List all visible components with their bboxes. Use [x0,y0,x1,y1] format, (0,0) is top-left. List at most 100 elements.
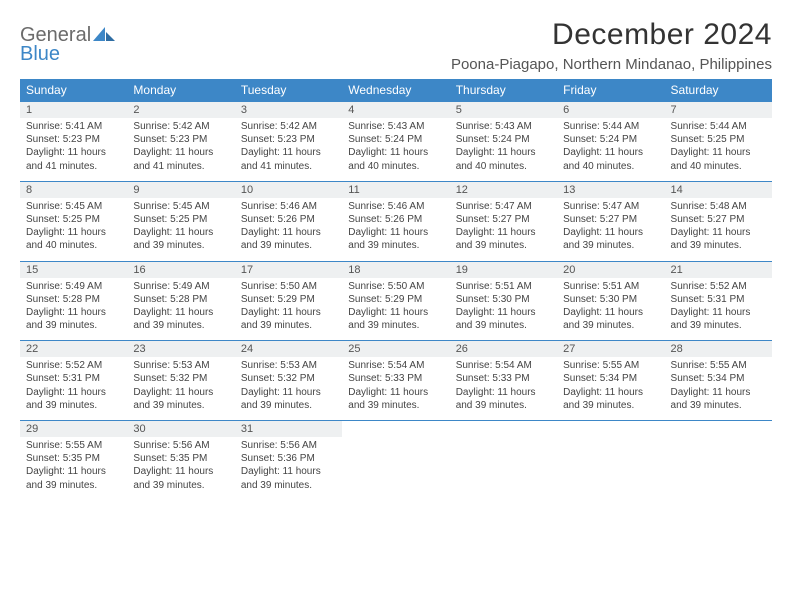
sunrise-line: Sunrise: 5:49 AM [133,280,228,293]
daylight-line: Daylight: 11 hours and 41 minutes. [241,146,336,172]
day-number: 25 [342,341,449,357]
daylight-line: Daylight: 11 hours and 39 minutes. [563,226,658,252]
calendar-cell: 1Sunrise: 5:41 AMSunset: 5:23 PMDaylight… [20,102,127,182]
calendar-cell: 15Sunrise: 5:49 AMSunset: 5:28 PMDayligh… [20,261,127,341]
sunset-line: Sunset: 5:23 PM [241,133,336,146]
month-title: December 2024 [451,18,772,52]
calendar-cell: 29Sunrise: 5:55 AMSunset: 5:35 PMDayligh… [20,421,127,500]
sunrise-line: Sunrise: 5:46 AM [241,200,336,213]
daylight-line: Daylight: 11 hours and 39 minutes. [241,226,336,252]
sunset-line: Sunset: 5:28 PM [133,293,228,306]
daylight-line: Daylight: 11 hours and 39 minutes. [241,386,336,412]
day-number: 27 [557,341,664,357]
calendar-cell: 31Sunrise: 5:56 AMSunset: 5:36 PMDayligh… [235,421,342,500]
calendar-cell: 28Sunrise: 5:55 AMSunset: 5:34 PMDayligh… [665,341,772,421]
sunrise-line: Sunrise: 5:56 AM [241,439,336,452]
calendar-row: 8Sunrise: 5:45 AMSunset: 5:25 PMDaylight… [20,181,772,261]
daylight-line: Daylight: 11 hours and 40 minutes. [671,146,766,172]
day-details: Sunrise: 5:50 AMSunset: 5:29 PMDaylight:… [235,278,342,341]
calendar-cell: 23Sunrise: 5:53 AMSunset: 5:32 PMDayligh… [127,341,234,421]
calendar-row: 15Sunrise: 5:49 AMSunset: 5:28 PMDayligh… [20,261,772,341]
sunset-line: Sunset: 5:35 PM [26,452,121,465]
sunrise-line: Sunrise: 5:55 AM [26,439,121,452]
day-number: 11 [342,182,449,198]
calendar-cell: 20Sunrise: 5:51 AMSunset: 5:30 PMDayligh… [557,261,664,341]
sunrise-line: Sunrise: 5:47 AM [456,200,551,213]
sunset-line: Sunset: 5:26 PM [241,213,336,226]
daylight-line: Daylight: 11 hours and 41 minutes. [133,146,228,172]
calendar-cell [557,421,664,500]
sunset-line: Sunset: 5:25 PM [133,213,228,226]
sunset-line: Sunset: 5:34 PM [563,372,658,385]
day-number: 10 [235,182,342,198]
daylight-line: Daylight: 11 hours and 40 minutes. [26,226,121,252]
daylight-line: Daylight: 11 hours and 39 minutes. [671,226,766,252]
day-details: Sunrise: 5:56 AMSunset: 5:36 PMDaylight:… [235,437,342,500]
day-number: 26 [450,341,557,357]
daylight-line: Daylight: 11 hours and 39 minutes. [26,386,121,412]
sunset-line: Sunset: 5:28 PM [26,293,121,306]
sunrise-line: Sunrise: 5:45 AM [26,200,121,213]
weekday-header: Monday [127,79,234,102]
sunrise-line: Sunrise: 5:42 AM [241,120,336,133]
day-details: Sunrise: 5:43 AMSunset: 5:24 PMDaylight:… [342,118,449,181]
day-number: 1 [20,102,127,118]
sunrise-line: Sunrise: 5:43 AM [348,120,443,133]
calendar-cell: 12Sunrise: 5:47 AMSunset: 5:27 PMDayligh… [450,181,557,261]
day-details: Sunrise: 5:54 AMSunset: 5:33 PMDaylight:… [450,357,557,420]
day-number: 6 [557,102,664,118]
sunset-line: Sunset: 5:35 PM [133,452,228,465]
sunset-line: Sunset: 5:24 PM [456,133,551,146]
calendar-cell: 18Sunrise: 5:50 AMSunset: 5:29 PMDayligh… [342,261,449,341]
daylight-line: Daylight: 11 hours and 39 minutes. [456,386,551,412]
day-details: Sunrise: 5:52 AMSunset: 5:31 PMDaylight:… [20,357,127,420]
day-number: 2 [127,102,234,118]
day-number: 18 [342,262,449,278]
day-details: Sunrise: 5:46 AMSunset: 5:26 PMDaylight:… [235,198,342,261]
sunrise-line: Sunrise: 5:46 AM [348,200,443,213]
sunrise-line: Sunrise: 5:54 AM [348,359,443,372]
sunrise-line: Sunrise: 5:44 AM [563,120,658,133]
daylight-line: Daylight: 11 hours and 39 minutes. [241,306,336,332]
sunrise-line: Sunrise: 5:42 AM [133,120,228,133]
day-details: Sunrise: 5:49 AMSunset: 5:28 PMDaylight:… [127,278,234,341]
sunset-line: Sunset: 5:32 PM [133,372,228,385]
calendar-cell [665,421,772,500]
sunrise-line: Sunrise: 5:41 AM [26,120,121,133]
day-number: 9 [127,182,234,198]
daylight-line: Daylight: 11 hours and 39 minutes. [133,465,228,491]
daylight-line: Daylight: 11 hours and 40 minutes. [563,146,658,172]
day-number: 28 [665,341,772,357]
weekday-header: Thursday [450,79,557,102]
day-number: 31 [235,421,342,437]
calendar-cell: 27Sunrise: 5:55 AMSunset: 5:34 PMDayligh… [557,341,664,421]
day-number: 22 [20,341,127,357]
sunrise-line: Sunrise: 5:52 AM [671,280,766,293]
sunrise-line: Sunrise: 5:56 AM [133,439,228,452]
day-number: 5 [450,102,557,118]
daylight-line: Daylight: 11 hours and 39 minutes. [456,306,551,332]
sunrise-line: Sunrise: 5:50 AM [348,280,443,293]
day-details: Sunrise: 5:44 AMSunset: 5:25 PMDaylight:… [665,118,772,181]
sunset-line: Sunset: 5:36 PM [241,452,336,465]
day-details: Sunrise: 5:43 AMSunset: 5:24 PMDaylight:… [450,118,557,181]
sunset-line: Sunset: 5:31 PM [671,293,766,306]
day-details: Sunrise: 5:41 AMSunset: 5:23 PMDaylight:… [20,118,127,181]
sunset-line: Sunset: 5:30 PM [456,293,551,306]
sunset-line: Sunset: 5:31 PM [26,372,121,385]
calendar-cell: 13Sunrise: 5:47 AMSunset: 5:27 PMDayligh… [557,181,664,261]
sunrise-line: Sunrise: 5:50 AM [241,280,336,293]
day-details: Sunrise: 5:46 AMSunset: 5:26 PMDaylight:… [342,198,449,261]
daylight-line: Daylight: 11 hours and 39 minutes. [456,226,551,252]
day-number: 13 [557,182,664,198]
sunset-line: Sunset: 5:25 PM [26,213,121,226]
title-block: December 2024 Poona-Piagapo, Northern Mi… [451,18,772,73]
day-details: Sunrise: 5:51 AMSunset: 5:30 PMDaylight:… [450,278,557,341]
daylight-line: Daylight: 11 hours and 39 minutes. [671,386,766,412]
daylight-line: Daylight: 11 hours and 39 minutes. [563,306,658,332]
calendar-cell: 10Sunrise: 5:46 AMSunset: 5:26 PMDayligh… [235,181,342,261]
sunset-line: Sunset: 5:24 PM [348,133,443,146]
daylight-line: Daylight: 11 hours and 39 minutes. [348,226,443,252]
day-details: Sunrise: 5:45 AMSunset: 5:25 PMDaylight:… [20,198,127,261]
day-details: Sunrise: 5:48 AMSunset: 5:27 PMDaylight:… [665,198,772,261]
